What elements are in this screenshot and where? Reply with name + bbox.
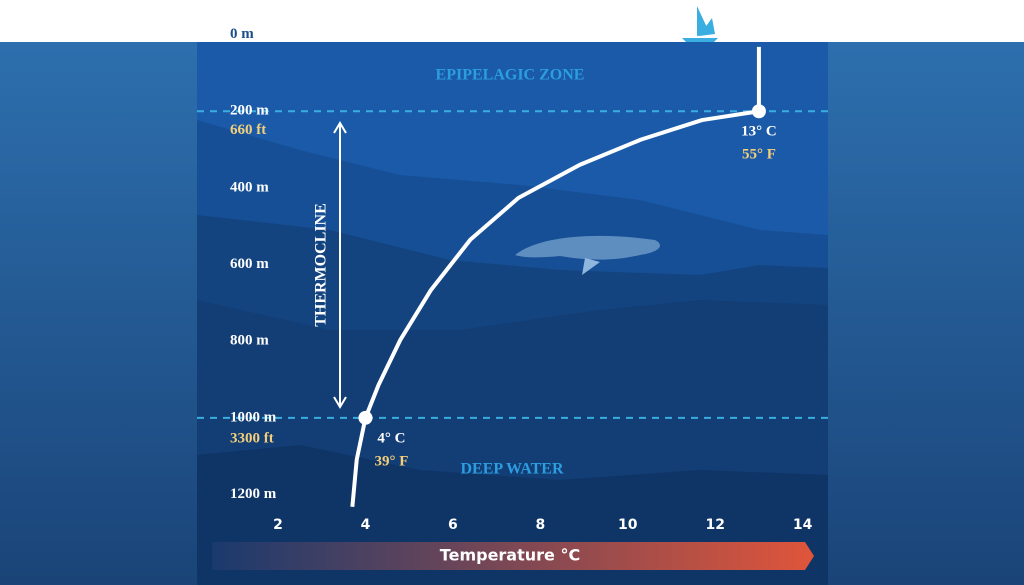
- whale-fin: [582, 258, 600, 275]
- zone-label: EPIPELAGIC ZONE: [436, 67, 585, 84]
- range-label: THERMOCLINE: [313, 203, 330, 327]
- y-tick-label: 800 m: [230, 333, 269, 349]
- point-label: 39° F: [375, 453, 409, 469]
- y-tick-label: 0 m: [230, 26, 254, 42]
- y2-tick-label: 660 ft: [230, 122, 266, 138]
- x-tick-label: 6: [448, 517, 458, 533]
- sky: [0, 0, 1024, 42]
- point-label: 13° C: [741, 124, 777, 140]
- point-marker: [751, 104, 766, 119]
- temperature-bar: [212, 542, 814, 570]
- point-label: 4° C: [377, 430, 405, 446]
- boat-icon: [682, 6, 718, 42]
- x-tick-label: 14: [793, 517, 813, 533]
- x-tick-label: 4: [361, 517, 371, 533]
- x-axis-label: Temperature °C: [440, 546, 580, 565]
- x-tick-label: 2: [273, 517, 283, 533]
- y-tick-label: 600 m: [230, 256, 269, 272]
- y-tick-label: 200 m: [230, 103, 269, 119]
- whale-icon: [515, 235, 660, 260]
- y2-tick-label: 3300 ft: [230, 430, 274, 446]
- y-tick-label: 1000 m: [230, 409, 277, 425]
- x-tick-label: 10: [618, 517, 638, 533]
- x-tick-label: 12: [705, 517, 724, 533]
- x-tick-label: 8: [535, 517, 545, 533]
- point-marker: [358, 410, 373, 425]
- thermocline-arrow: [333, 121, 347, 409]
- zone-label: DEEP WATER: [461, 461, 564, 478]
- y-tick-label: 1200 m: [230, 486, 277, 502]
- point-label: 55° F: [742, 147, 776, 163]
- y-tick-label: 400 m: [230, 179, 269, 195]
